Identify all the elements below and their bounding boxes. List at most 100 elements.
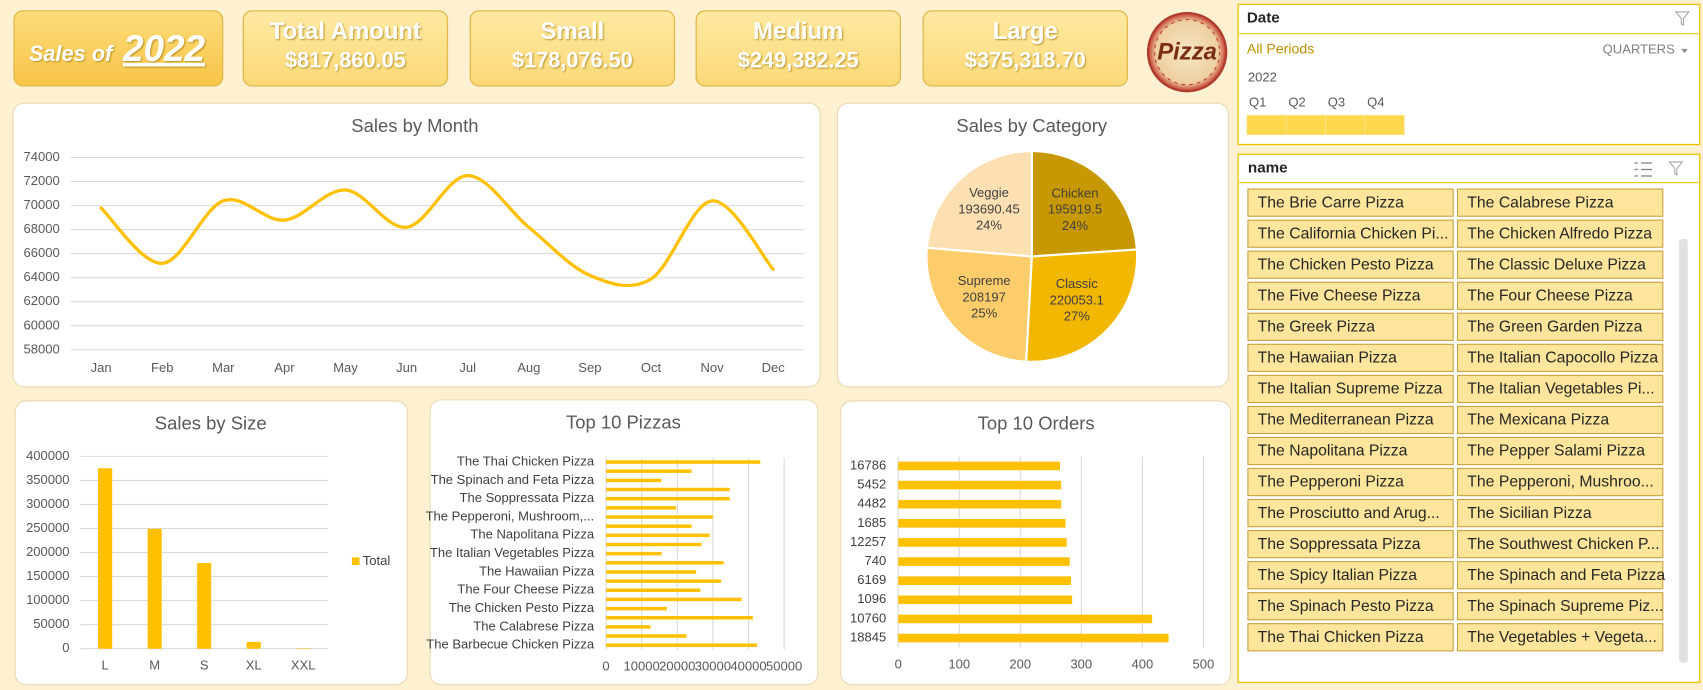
slicer-item[interactable]	[1456, 250, 1664, 279]
slicer-item[interactable]	[1247, 405, 1454, 435]
slicer-item[interactable]	[1456, 498, 1664, 528]
slicer-item[interactable]	[1247, 219, 1454, 248]
slicer-item[interactable]	[1247, 343, 1454, 373]
pie-label-percent: 27%	[1064, 309, 1090, 324]
slicer-item[interactable]	[1247, 250, 1454, 279]
x-tick-label: S	[200, 658, 209, 673]
y-tick-label: The Spinach and Feta Pizza	[431, 472, 595, 487]
kpi-value: $817,860.05	[285, 48, 406, 73]
slicer-item[interactable]	[1456, 312, 1664, 341]
bar	[606, 524, 692, 528]
x-tick-label: XXL	[291, 658, 316, 673]
slicer-item[interactable]	[1456, 219, 1664, 248]
quarter-bar[interactable]	[1285, 114, 1326, 136]
slicer-item-label: The California Chicken Pi...	[1258, 225, 1449, 242]
x-tick-label: 20000	[659, 659, 695, 674]
slicer-item[interactable]	[1247, 530, 1454, 559]
bar	[606, 487, 730, 492]
slicer-item-label: The Southwest Chicken P...	[1467, 536, 1659, 553]
bar	[606, 625, 651, 629]
slicer-item[interactable]	[1456, 281, 1664, 310]
bar	[606, 606, 667, 611]
y-tick-label: 350000	[26, 472, 69, 487]
bar	[606, 579, 722, 583]
y-tick-label: 64000	[24, 269, 60, 284]
dropdown-arrow[interactable]	[1681, 48, 1688, 54]
bar	[898, 633, 1169, 643]
slicer-item[interactable]	[1247, 436, 1454, 466]
slicer-item[interactable]	[1456, 188, 1664, 217]
quarter-bar[interactable]	[1325, 114, 1366, 136]
x-tick-label: 40000	[730, 659, 766, 674]
quarter-bar[interactable]	[1246, 114, 1287, 136]
slicer-item[interactable]	[1456, 436, 1664, 466]
slicer-item[interactable]	[1247, 374, 1454, 404]
chart-title: Sales by Category	[956, 115, 1108, 136]
slicer-item-label: The Vegetables + Vegeta...	[1467, 629, 1657, 646]
pie-label-percent: 24%	[1062, 218, 1088, 233]
pie-label-value: 220053.1	[1050, 292, 1104, 307]
legend-swatch	[351, 557, 360, 566]
slicer-item[interactable]	[1456, 343, 1664, 373]
y-tick-label: The Four Cheese Pizza	[457, 582, 594, 597]
x-tick-label: Jul	[459, 360, 476, 375]
pie-label-name: Classic	[1056, 276, 1098, 291]
y-tick-label: 0	[62, 640, 69, 655]
pie-label-name: Veggie	[969, 185, 1009, 200]
slicer-item-label: The Italian Vegetables Pi...	[1467, 381, 1654, 398]
slicer-item[interactable]	[1247, 281, 1454, 310]
clear-filter-icon[interactable]	[1674, 11, 1691, 26]
bar	[606, 469, 692, 473]
x-tick-label: L	[102, 658, 109, 673]
pie-label-percent: 25%	[971, 306, 997, 321]
slicer-item[interactable]	[1456, 623, 1664, 652]
slicer-item[interactable]	[1247, 561, 1454, 590]
slicer-item-label: The Green Garden Pizza	[1467, 319, 1642, 336]
slicer-item[interactable]	[1456, 374, 1664, 404]
x-tick-label: 30000	[695, 659, 731, 674]
slicer-item[interactable]	[1247, 592, 1454, 621]
quarter-label: Q3	[1328, 95, 1345, 110]
slicer-item-label: The Spicy Italian Pizza	[1258, 567, 1418, 584]
y-tick-label: 1685	[857, 515, 886, 530]
slicer-item[interactable]	[1247, 467, 1454, 497]
slicer-item[interactable]	[1456, 561, 1664, 590]
bar	[898, 614, 1153, 624]
pie-label-name: Supreme	[958, 273, 1011, 288]
x-tick-label: M	[149, 658, 160, 673]
slicer-item[interactable]	[1456, 530, 1664, 559]
slicer-item-label: The Thai Chicken Pizza	[1258, 629, 1424, 646]
slicer-item[interactable]	[1247, 188, 1454, 217]
bar	[606, 478, 662, 483]
clear-filter-icon[interactable]	[1668, 161, 1684, 176]
bar	[898, 480, 1062, 490]
slicer-item-label: The Five Cheese Pizza	[1258, 287, 1421, 304]
slicer-item[interactable]	[1247, 498, 1454, 528]
kpi-label: Small	[541, 18, 605, 45]
slicer-item[interactable]	[1247, 623, 1454, 652]
y-tick-label: The Italian Vegetables Pizza	[430, 545, 595, 560]
slicer-item-label: The Hawaiian Pizza	[1258, 350, 1397, 367]
chart-panel	[429, 399, 819, 686]
y-tick-label: The Napolitana Pizza	[470, 527, 594, 542]
y-tick-label: 16786	[850, 457, 886, 472]
slicer-item[interactable]	[1456, 592, 1664, 621]
chart-title: Top 10 Orders	[978, 413, 1095, 434]
slicer-item[interactable]	[1247, 312, 1454, 341]
pie-slice	[1024, 248, 1139, 363]
multi-select-icon[interactable]	[1634, 162, 1652, 177]
y-tick-label: 70000	[24, 197, 60, 212]
bar	[606, 460, 761, 464]
slicer-item[interactable]	[1456, 467, 1664, 497]
y-tick-label: 150000	[26, 568, 69, 583]
x-tick-label: 10000	[624, 659, 660, 674]
x-tick-label: 100	[948, 656, 970, 671]
slicer-item-label: The Pepperoni Pizza	[1258, 474, 1404, 491]
logo-text: Pizza	[1157, 39, 1217, 66]
slicer-item[interactable]	[1456, 405, 1664, 435]
scrollbar[interactable]	[1679, 239, 1688, 663]
kpi-label: Total Amount	[270, 18, 421, 45]
quarter-bar[interactable]	[1364, 114, 1405, 136]
kpi-label: Large	[993, 18, 1058, 45]
